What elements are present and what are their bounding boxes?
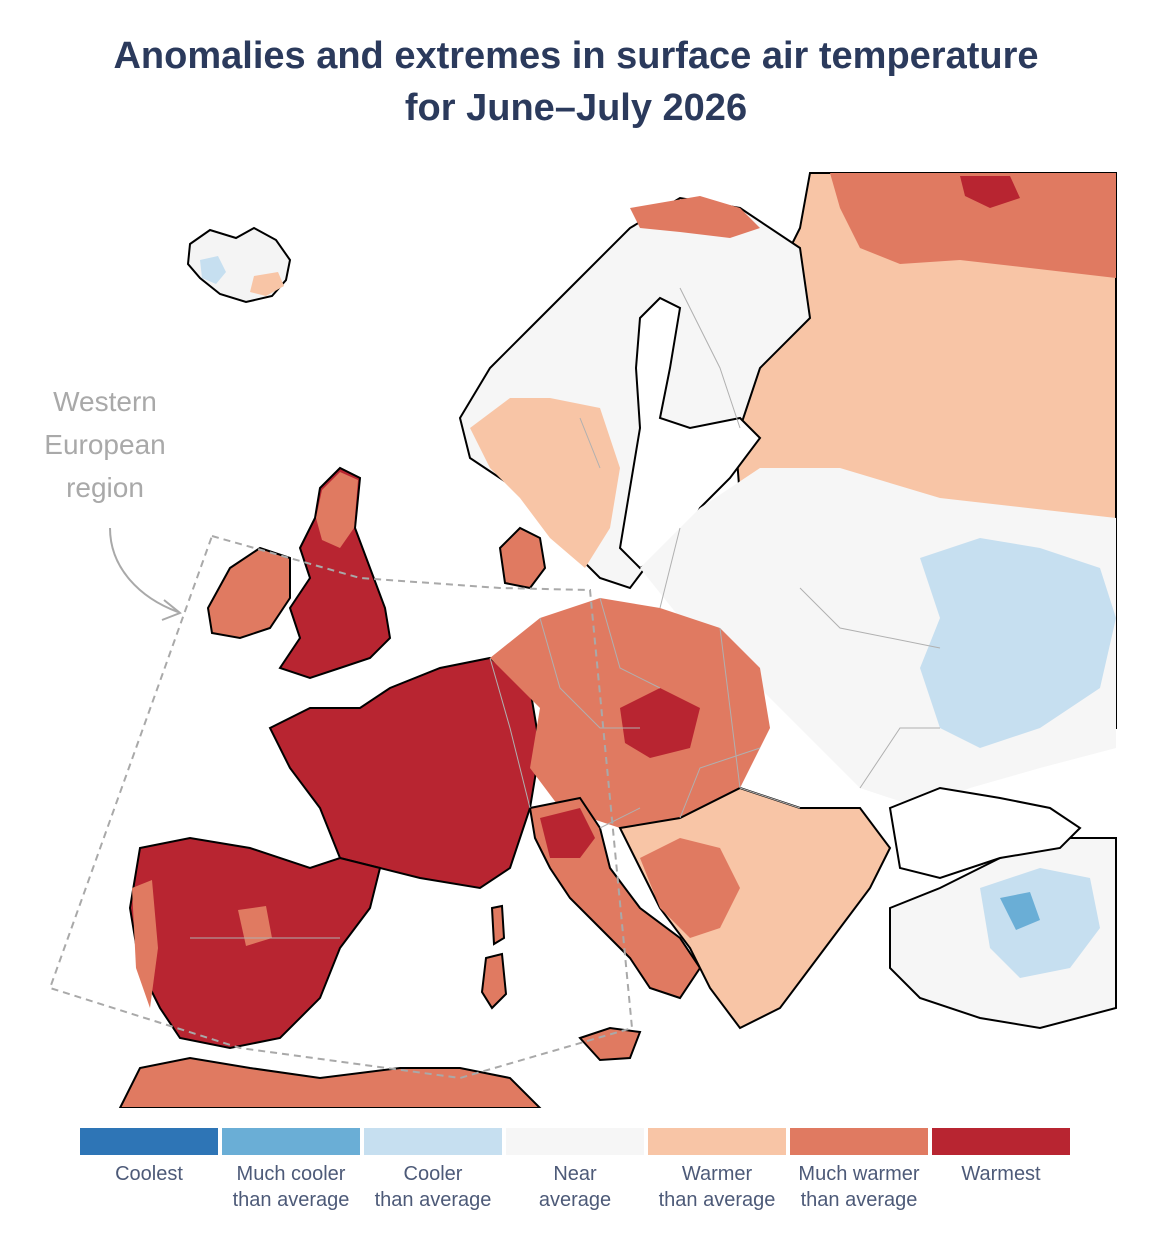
- land-sardinia: [480, 952, 508, 1010]
- legend-label: average: [538, 1189, 612, 1211]
- legend-swatch-warmer: [648, 1128, 786, 1155]
- legend-much-warmer: Much warmer than average: [790, 1128, 928, 1213]
- legend-label: Cooler: [403, 1163, 463, 1185]
- legend-label: than average: [800, 1189, 918, 1211]
- map-legend: Coolest Much cooler than average Cooler …: [80, 1128, 1072, 1218]
- region-annotation: Western European region: [20, 380, 190, 509]
- legend-label: than average: [658, 1189, 776, 1211]
- legend-warmest: Warmest: [932, 1128, 1070, 1187]
- legend-label: Much cooler: [236, 1163, 346, 1185]
- land-turkey-coolest: [1000, 892, 1040, 930]
- land-italy-hot: [540, 808, 595, 858]
- country-borders: [190, 287, 941, 939]
- map-title: Anomalies and extremes in surface air te…: [0, 30, 1152, 134]
- legend-warmer: Warmer than average: [648, 1128, 786, 1213]
- land-lapland-warm: [630, 196, 760, 238]
- legend-label: Warmer: [681, 1163, 753, 1185]
- land-turkey-cool: [980, 868, 1100, 978]
- land-iceland-cool: [200, 256, 226, 284]
- sea-black: [888, 786, 1082, 880]
- annotation-line-3: region: [66, 472, 144, 503]
- sea-baltic: [618, 296, 762, 570]
- land-iceland-warm: [250, 272, 284, 296]
- land-portugal-warm: [132, 880, 158, 1008]
- legend-swatch-much-cooler: [222, 1128, 360, 1155]
- land-scandinavia-warm: [470, 398, 620, 568]
- legend-swatch-much-warmer: [790, 1128, 928, 1155]
- legend-swatch-near-average: [506, 1128, 644, 1155]
- legend-swatch-coolest: [80, 1128, 218, 1155]
- land-north-africa: [118, 1056, 542, 1108]
- legend-swatch-warmest: [932, 1128, 1070, 1155]
- land-central-europe-hot: [620, 688, 700, 758]
- annotation-line-1: Western: [53, 386, 157, 417]
- land-corsica: [490, 904, 506, 946]
- legend-label: Much warmer: [798, 1163, 920, 1185]
- legend-label: Warmest: [961, 1163, 1041, 1185]
- land-eastern-europe-cool: [920, 538, 1116, 748]
- title-line-2: for June–July 2026: [404, 87, 748, 129]
- land-sicily: [578, 1026, 642, 1062]
- annotation-arrow: [109, 527, 179, 613]
- western-european-region-outline: [48, 534, 634, 1080]
- land-great-britain: [278, 466, 392, 680]
- legend-swatch-cooler: [364, 1128, 502, 1155]
- title-line-1: Anomalies and extremes in surface air te…: [113, 35, 1039, 77]
- temperature-anomaly-map: [40, 168, 1120, 1108]
- legend-label: than average: [232, 1189, 350, 1211]
- annotation-line-2: European: [44, 429, 166, 460]
- legend-near-average: Near average: [506, 1128, 644, 1213]
- legend-much-cooler: Much cooler than average: [222, 1128, 360, 1213]
- land-iberia-warm-patch: [238, 906, 272, 946]
- land-denmark: [498, 526, 547, 590]
- legend-label: Coolest: [115, 1163, 183, 1185]
- land-russia-north-hot: [830, 173, 1116, 278]
- legend-label: than average: [374, 1189, 492, 1211]
- legend-label: Near: [553, 1163, 597, 1185]
- annotation-arrowhead: [161, 599, 182, 621]
- land-scotland-warm: [316, 472, 358, 548]
- legend-cooler: Cooler than average: [364, 1128, 502, 1213]
- land-russia-north-hottest: [960, 176, 1020, 208]
- land-ireland: [206, 546, 291, 640]
- land-balkans-hot: [640, 838, 740, 938]
- legend-coolest: Coolest: [80, 1128, 218, 1187]
